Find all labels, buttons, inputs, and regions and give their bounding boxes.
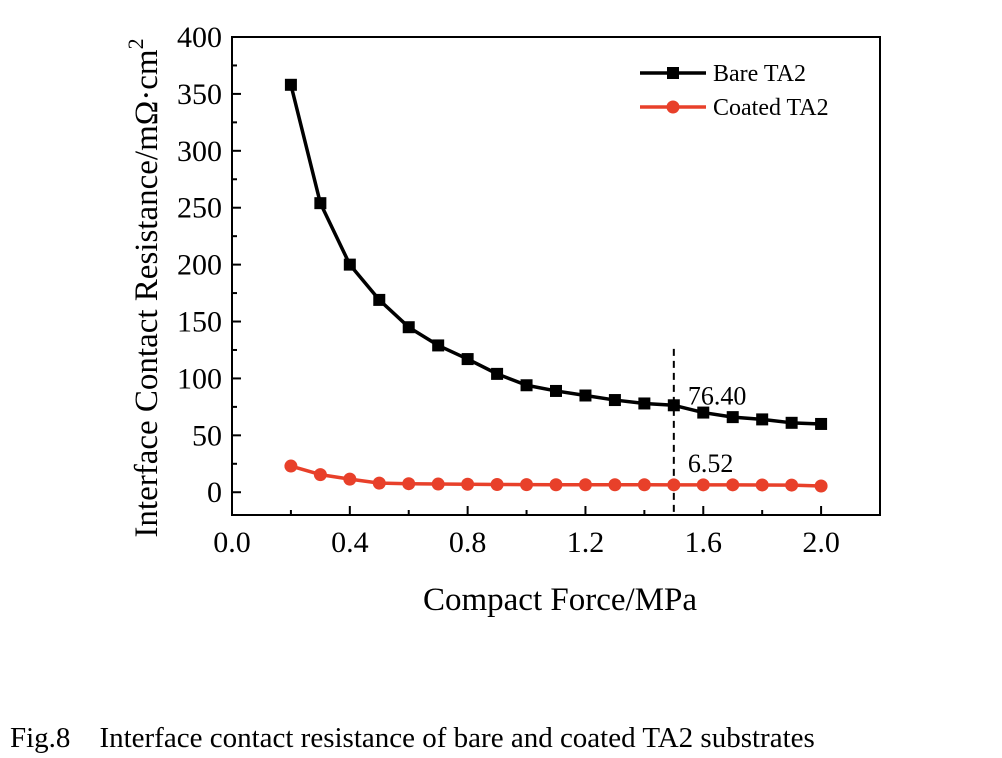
data-point-1-4 [402, 477, 416, 491]
y-axis-label: Interface Contact Resistance/mΩ·cm2 [123, 38, 165, 537]
y-tick-label-7: 350 [177, 78, 222, 111]
x-tick-label-3: 1.2 [567, 526, 605, 559]
legend-marker-1 [666, 100, 680, 114]
figure-caption: Fig.8 Interface contact resistance of ba… [10, 722, 815, 755]
caption-text: Interface contact resistance of bare and… [99, 722, 815, 754]
legend-label-1: Coated TA2 [713, 95, 829, 121]
legend-label-0: Bare TA2 [713, 61, 806, 87]
data-point-0-15 [726, 411, 739, 424]
data-point-1-2 [343, 472, 357, 486]
data-point-0-18 [815, 417, 828, 430]
data-point-1-10 [578, 478, 592, 492]
data-point-0-0 [284, 78, 297, 91]
data-point-1-12 [637, 478, 651, 492]
y-tick-label-4: 200 [177, 249, 222, 282]
data-point-1-3 [372, 476, 386, 490]
plot-frame [231, 36, 881, 516]
data-point-1-11 [608, 478, 622, 492]
y-tick-label-1: 50 [192, 419, 222, 452]
data-point-1-1 [313, 468, 327, 482]
data-point-1-7 [490, 477, 504, 491]
data-point-1-8 [520, 478, 534, 492]
data-point-0-12 [638, 397, 651, 410]
data-point-1-5 [431, 477, 445, 491]
x-tick-label-4: 1.6 [685, 526, 723, 559]
caption-label: Fig.8 [10, 722, 71, 754]
data-point-0-5 [432, 339, 445, 352]
y-axis-label-superscript: 2 [123, 38, 148, 49]
x-tick-label-5: 2.0 [802, 526, 840, 559]
data-point-1-0 [284, 459, 298, 473]
data-point-1-9 [549, 478, 563, 492]
data-point-1-18 [814, 479, 828, 493]
data-point-0-7 [491, 367, 504, 380]
data-point-0-14 [697, 406, 710, 419]
data-point-1-16 [755, 478, 769, 492]
data-point-0-4 [402, 321, 415, 334]
x-tick-label-2: 0.8 [449, 526, 487, 559]
data-point-0-13 [667, 399, 680, 412]
y-tick-label-6: 300 [177, 135, 222, 168]
annotation-1: 6.52 [688, 449, 734, 478]
data-point-0-11 [608, 394, 621, 407]
data-point-1-6 [461, 477, 475, 491]
data-point-0-2 [343, 258, 356, 271]
data-point-0-3 [373, 293, 386, 306]
y-tick-label-8: 400 [177, 21, 222, 54]
data-point-0-17 [785, 416, 798, 429]
data-point-0-10 [579, 389, 592, 402]
data-point-0-16 [756, 413, 769, 426]
legend-marker-0 [667, 67, 679, 79]
series-line-0 [289, 84, 822, 426]
data-point-1-17 [785, 478, 799, 492]
y-tick-label-5: 250 [177, 192, 222, 225]
data-point-0-6 [461, 353, 474, 366]
data-point-1-13 [667, 478, 681, 492]
y-tick-label-2: 100 [177, 362, 222, 395]
data-point-0-9 [550, 384, 562, 397]
chart: 0.0 0.4 0.8 1.2 1.6 2.0 0 50 100 150 200 250 300 350… [123, 21, 881, 618]
annotation-0: 76.40 [688, 381, 747, 410]
x-axis-label: Compact Force/MPa [423, 582, 697, 618]
x-tick-label-0: 0.0 [213, 526, 251, 559]
x-tick-label-1: 0.4 [331, 526, 369, 559]
data-point-0-8 [520, 379, 533, 392]
y-tick-label-3: 150 [177, 306, 222, 339]
y-tick-label-0: 0 [207, 476, 222, 509]
data-point-1-15 [726, 478, 740, 492]
data-point-1-14 [696, 478, 710, 492]
y-axis-label-text: Interface Contact Resistance/mΩ·cm [129, 49, 165, 537]
data-point-0-1 [314, 197, 327, 210]
